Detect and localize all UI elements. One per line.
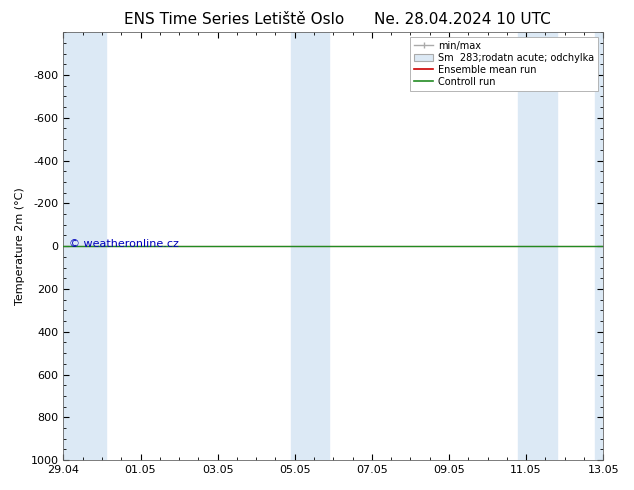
Bar bbox=[291, 32, 330, 460]
Legend: min/max, Sm  283;rodatn acute; odchylka, Ensemble mean run, Controll run: min/max, Sm 283;rodatn acute; odchylka, … bbox=[410, 37, 598, 91]
Bar bbox=[595, 32, 603, 460]
Y-axis label: Temperature 2m (°C): Temperature 2m (°C) bbox=[15, 187, 25, 305]
Text: ENS Time Series Letiště Oslo: ENS Time Series Letiště Oslo bbox=[124, 12, 345, 27]
Text: Ne. 28.04.2024 10 UTC: Ne. 28.04.2024 10 UTC bbox=[375, 12, 551, 27]
Bar bbox=[519, 32, 557, 460]
Text: © weatheronline.cz: © weatheronline.cz bbox=[69, 239, 179, 249]
Bar bbox=[63, 32, 106, 460]
